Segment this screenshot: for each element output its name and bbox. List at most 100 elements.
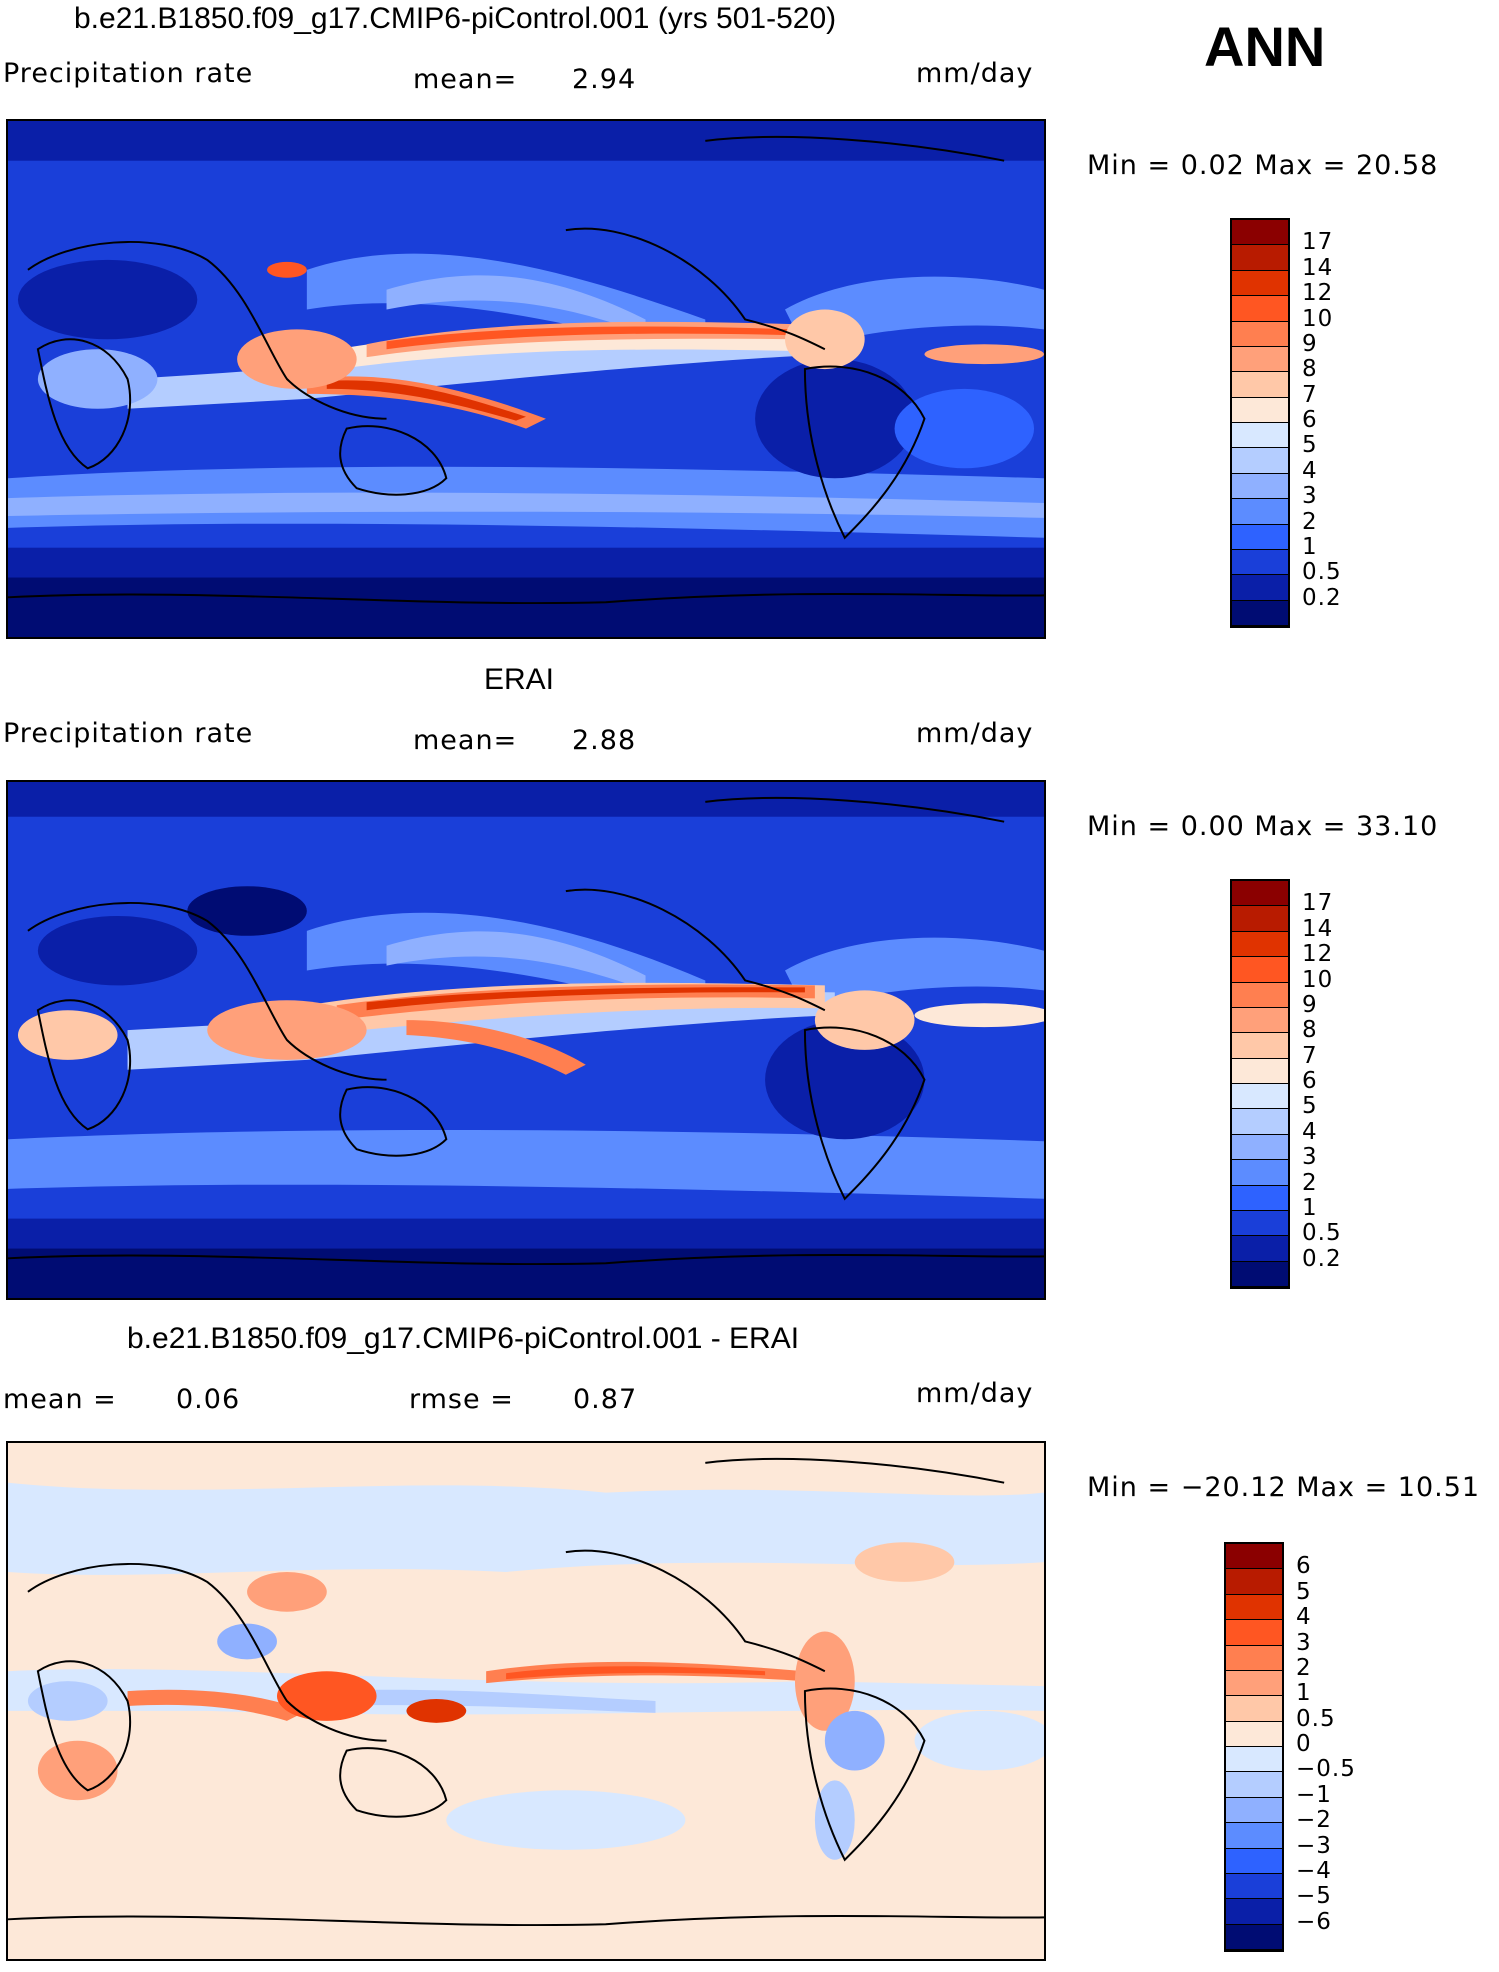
- panel-3-minmax: Min = −20.12 Max = 10.51: [1087, 1472, 1481, 1503]
- colorbar-swatch: [1232, 270, 1288, 297]
- colorbar-tick-label: 3: [1302, 1144, 1318, 1171]
- colorbar-swatch: [1232, 220, 1288, 246]
- panel-1-units: mm/day: [916, 58, 1034, 89]
- colorbar-tick-label: 10: [1302, 966, 1334, 993]
- colorbar-swatch: [1232, 397, 1288, 423]
- colorbar-swatch: [1232, 1109, 1288, 1135]
- colorbar-tick-label: 17: [1302, 229, 1334, 256]
- panel-3-units: mm/day: [916, 1378, 1034, 1409]
- colorbar-tick-label: 5: [1296, 1578, 1312, 1605]
- colorbar-swatch: [1232, 1084, 1288, 1110]
- colorbar-tick-label: 3: [1302, 483, 1318, 510]
- colorbar-tick-label: 5: [1302, 1093, 1318, 1120]
- colorbar-tick-label: 4: [1302, 457, 1318, 484]
- colorbar-tick-label: 7: [1302, 1042, 1318, 1069]
- colorbar-tick-label: 0.2: [1302, 1245, 1342, 1272]
- panel-2-precip-map: [6, 780, 1046, 1300]
- colorbar-swatch: [1232, 499, 1288, 525]
- colorbar-swatch: [1232, 931, 1288, 958]
- colorbar-swatch: [1226, 1924, 1282, 1950]
- colorbar-swatch: [1232, 321, 1288, 347]
- panel-3-mean-label: mean =: [3, 1384, 117, 1415]
- colorbar-swatch: [1232, 346, 1288, 373]
- colorbar-tick-label: 17: [1302, 890, 1334, 917]
- colorbar-tick-label: 9: [1302, 330, 1318, 357]
- colorbar-tick-label: 4: [1302, 1118, 1318, 1145]
- panel-3-title: b.e21.B1850.f09_g17.CMIP6-piControl.001 …: [127, 1322, 800, 1355]
- colorbar-tick-label: 0.2: [1302, 584, 1342, 611]
- colorbar-swatch: [1232, 549, 1288, 576]
- panel-1-colorbar: [1230, 218, 1290, 628]
- colorbar-swatch: [1226, 1721, 1282, 1747]
- panel-2-minmax: Min = 0.00 Max = 33.10: [1087, 811, 1439, 842]
- colorbar-swatch: [1232, 1058, 1288, 1084]
- colorbar-tick-label: 12: [1302, 941, 1334, 968]
- colorbar-swatch: [1226, 1544, 1282, 1570]
- panel-2-colorbar: [1230, 879, 1290, 1289]
- colorbar-tick-label: 0.5: [1302, 1220, 1342, 1247]
- colorbar-tick-label: 8: [1302, 356, 1318, 383]
- panel-3-mean-value: 0.06: [176, 1384, 241, 1415]
- colorbar-tick-label: 2: [1296, 1654, 1312, 1681]
- colorbar-tick-label: −0.5: [1296, 1756, 1356, 1783]
- colorbar-tick-label: 0.5: [1296, 1705, 1336, 1732]
- colorbar-tick-label: 1: [1302, 533, 1318, 560]
- colorbar-swatch: [1232, 1033, 1288, 1059]
- colorbar-tick-label: 2: [1302, 1169, 1318, 1196]
- colorbar-tick-label: −1: [1296, 1781, 1332, 1808]
- colorbar-swatch: [1226, 1594, 1282, 1621]
- colorbar-swatch: [1232, 982, 1288, 1008]
- colorbar-tick-label: −4: [1296, 1857, 1332, 1884]
- colorbar-swatch: [1226, 1620, 1282, 1646]
- colorbar-tick-label: 5: [1302, 432, 1318, 459]
- colorbar-swatch: [1226, 1797, 1282, 1824]
- panel-1-precip-map: [6, 119, 1046, 639]
- panel-2-title: ERAI: [484, 663, 555, 696]
- colorbar-tick-label: −6: [1296, 1908, 1332, 1935]
- colorbar-tick-label: 8: [1302, 1017, 1318, 1044]
- colorbar-swatch: [1232, 1261, 1288, 1287]
- colorbar-tick-label: 6: [1302, 1068, 1318, 1094]
- panel-2-units: mm/day: [916, 718, 1034, 749]
- colorbar-tick-label: 7: [1302, 381, 1318, 408]
- colorbar-swatch: [1232, 881, 1288, 907]
- colorbar-swatch: [1226, 1823, 1282, 1849]
- panel-3-rmse-value: 0.87: [573, 1384, 638, 1415]
- colorbar-swatch: [1232, 575, 1288, 601]
- panel-1-mean-label: mean=: [413, 64, 518, 95]
- colorbar-swatch: [1226, 1747, 1282, 1773]
- colorbar-tick-label: 12: [1302, 280, 1334, 307]
- panel-2-mean-label: mean=: [413, 725, 518, 756]
- colorbar-swatch: [1232, 423, 1288, 449]
- colorbar-swatch: [1226, 1899, 1282, 1925]
- colorbar-swatch: [1226, 1772, 1282, 1798]
- colorbar-swatch: [1232, 296, 1288, 322]
- colorbar-tick-label: 6: [1302, 407, 1318, 433]
- colorbar-swatch: [1232, 1160, 1288, 1186]
- colorbar-swatch: [1232, 524, 1288, 550]
- colorbar-tick-label: 0: [1296, 1731, 1312, 1757]
- colorbar-tick-label: 14: [1302, 915, 1334, 942]
- colorbar-swatch: [1232, 600, 1288, 626]
- colorbar-swatch: [1232, 906, 1288, 932]
- panel-1-title: b.e21.B1850.f09_g17.CMIP6-piControl.001 …: [74, 2, 837, 35]
- colorbar-tick-label: 9: [1302, 991, 1318, 1018]
- panel-3-rmse-label: rmse =: [409, 1384, 514, 1415]
- colorbar-swatch: [1226, 1645, 1282, 1671]
- panel-3-colorbar: [1224, 1542, 1284, 1952]
- panel-3-difference-map: [6, 1441, 1046, 1961]
- colorbar-swatch: [1232, 245, 1288, 271]
- colorbar-swatch: [1232, 1007, 1288, 1034]
- panel-1-mean-value: 2.94: [572, 64, 637, 95]
- colorbar-swatch: [1232, 1210, 1288, 1237]
- colorbar-swatch: [1232, 473, 1288, 500]
- colorbar-tick-label: 1: [1296, 1680, 1312, 1707]
- colorbar-swatch: [1232, 1134, 1288, 1161]
- colorbar-swatch: [1232, 448, 1288, 474]
- colorbar-swatch: [1232, 1185, 1288, 1211]
- colorbar-swatch: [1226, 1873, 1282, 1900]
- colorbar-swatch: [1226, 1848, 1282, 1874]
- colorbar-tick-label: 6: [1296, 1553, 1312, 1580]
- season-label: ANN: [1204, 15, 1326, 78]
- colorbar-tick-label: −5: [1296, 1883, 1332, 1910]
